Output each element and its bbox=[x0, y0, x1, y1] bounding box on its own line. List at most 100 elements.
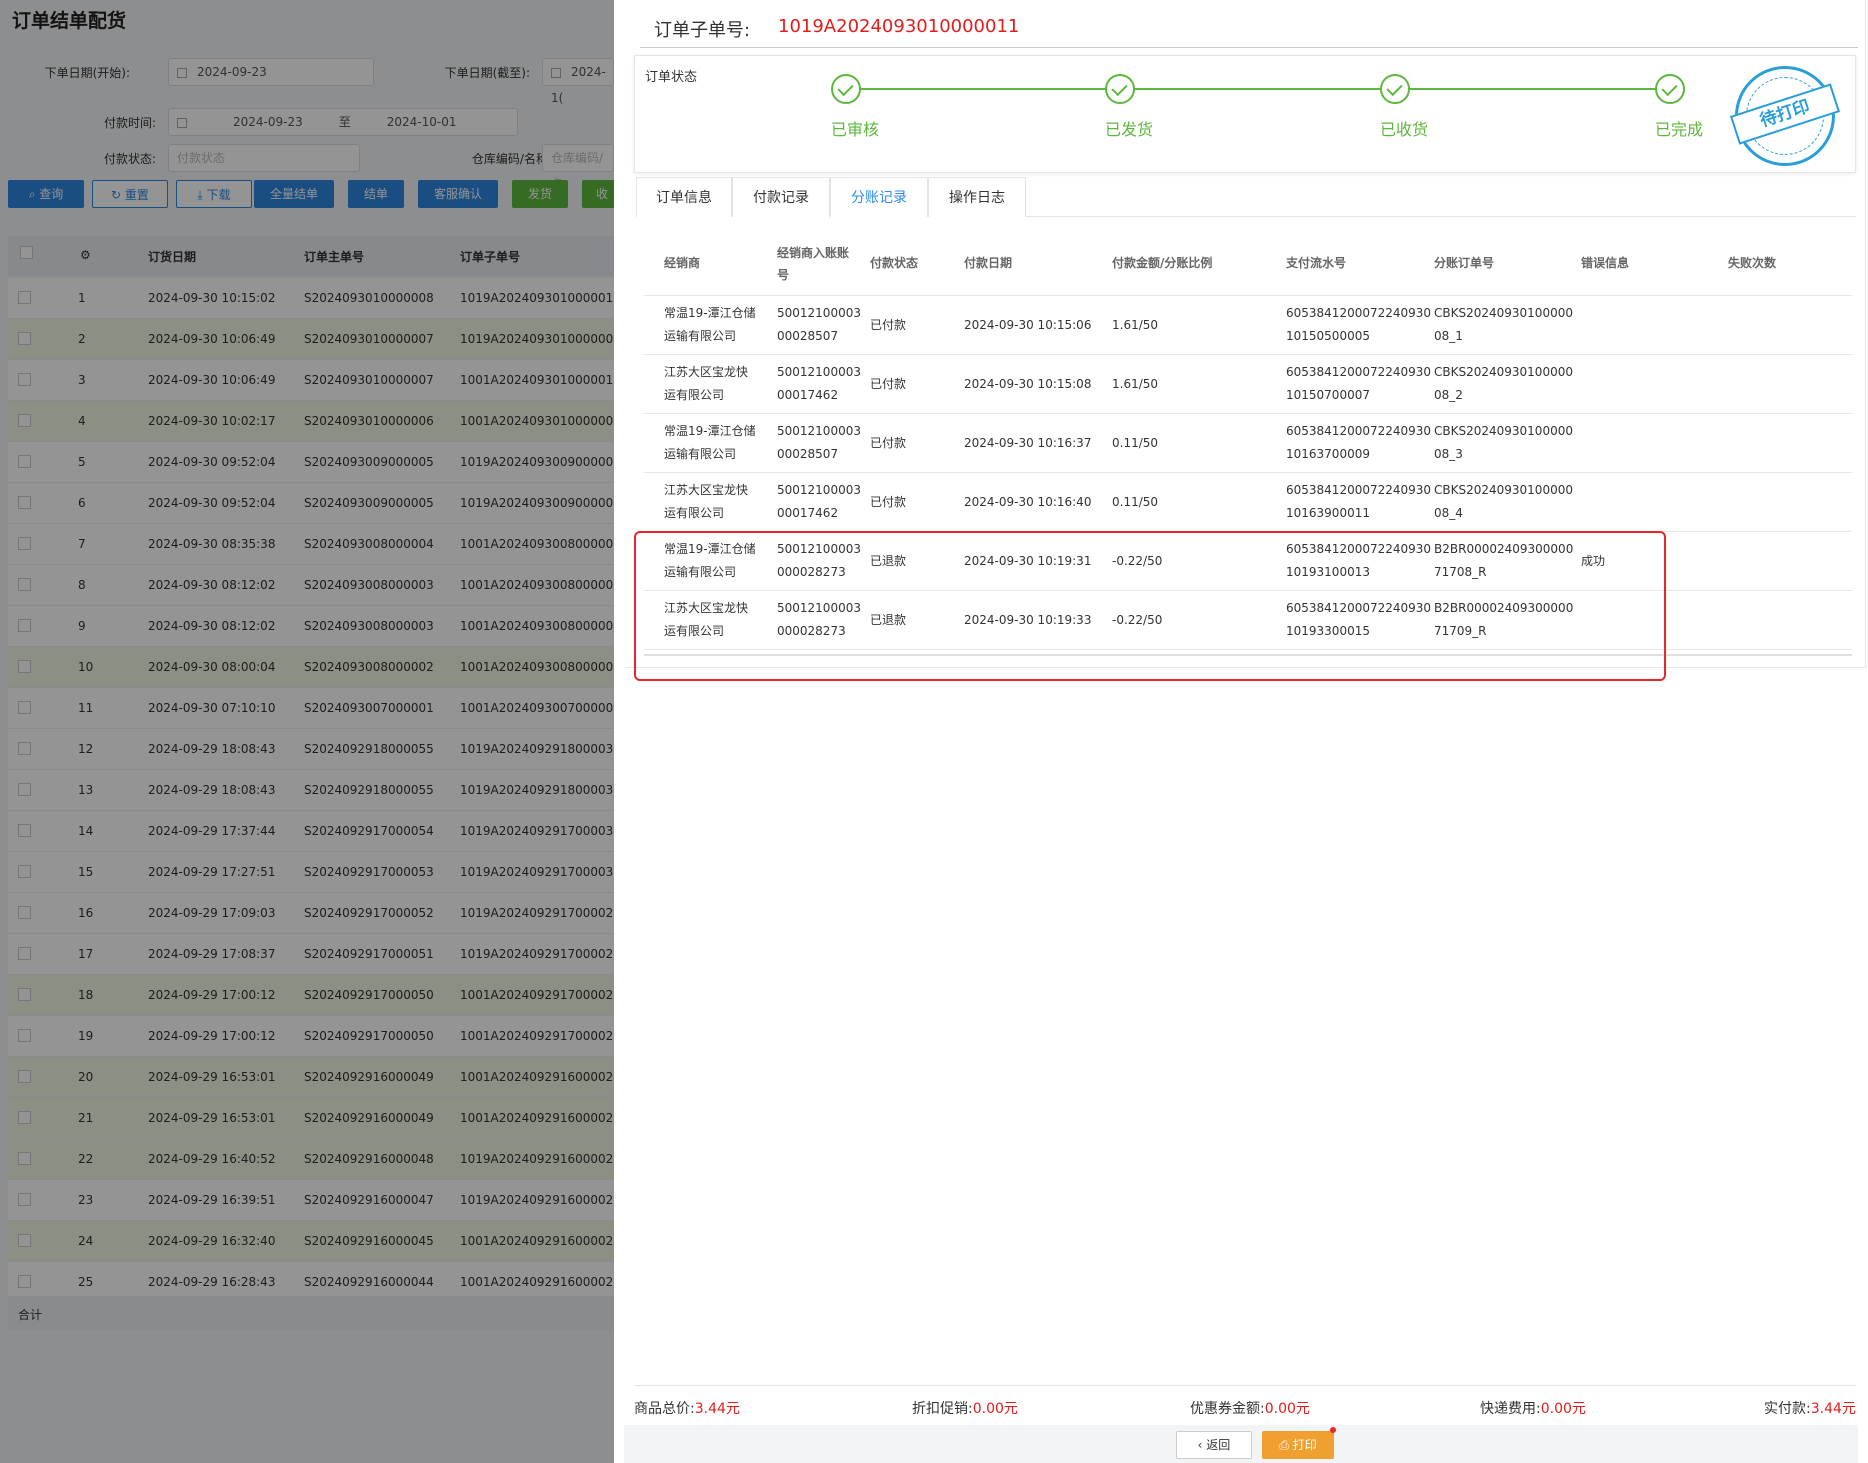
row-date: 2024-09-30 09:52:04 bbox=[148, 455, 276, 469]
row-checkbox[interactable] bbox=[18, 988, 31, 1001]
row-checkbox[interactable] bbox=[18, 619, 31, 632]
col-sub-no[interactable]: 订单子单号 bbox=[460, 250, 521, 264]
warehouse-label: 仓库编码/名称: bbox=[471, 152, 552, 166]
cs-confirm-button[interactable]: 客服确认 bbox=[418, 180, 498, 208]
calendar-icon bbox=[177, 117, 187, 128]
row-checkbox[interactable] bbox=[18, 414, 31, 427]
row-checkbox[interactable] bbox=[18, 1275, 31, 1288]
discount: 折扣促销:0.00元 bbox=[912, 1401, 1018, 1417]
row-checkbox[interactable] bbox=[18, 578, 31, 591]
row-main-no: S2024092917000053 bbox=[304, 865, 434, 879]
row-date: 2024-09-29 16:53:01 bbox=[148, 1111, 276, 1125]
cell-dealer: 江苏大区宝龙快 运有限公司 bbox=[664, 601, 749, 638]
row-checkbox[interactable] bbox=[18, 1070, 31, 1083]
pay-time-range-input[interactable]: 2024-09-23 至 2024-10-01 bbox=[168, 108, 518, 136]
close-order-button[interactable]: 结单 bbox=[348, 180, 404, 208]
cell-dealer: 常温19-潭江仓储 运输有限公司 bbox=[664, 306, 756, 343]
row-sub-no: 1001A2024093007000001 bbox=[460, 701, 621, 715]
row-sub-no: 1019A2024092918000033 bbox=[460, 783, 621, 797]
cell-account: 50012100003 000028273 bbox=[777, 601, 861, 638]
table-row: 江苏大区宝龙快 运有限公司 50012100003 000028273 已退款 2024-… bbox=[644, 591, 1852, 650]
row-checkbox[interactable] bbox=[18, 1111, 31, 1124]
row-checkbox[interactable] bbox=[18, 660, 31, 673]
row-sub-no: 1019A2024093010000011 bbox=[460, 291, 621, 305]
row-checkbox[interactable] bbox=[18, 824, 31, 837]
step-shipped-check-icon bbox=[1105, 74, 1135, 104]
row-checkbox[interactable] bbox=[18, 906, 31, 919]
row-sub-no: 1001A2024092916000024 bbox=[460, 1070, 621, 1084]
row-checkbox[interactable] bbox=[18, 291, 31, 304]
row-checkbox[interactable] bbox=[18, 332, 31, 345]
cell-split-no: CBKS20240930100000 08_4 bbox=[1434, 483, 1573, 520]
ship-button[interactable]: 发货 bbox=[512, 180, 568, 208]
order-date-start-input[interactable]: 2024-09-23 bbox=[168, 58, 374, 86]
pay-status-label: 付款状态: bbox=[103, 152, 156, 166]
col-split-no: 分账订单号 bbox=[1434, 256, 1495, 270]
cell-split-no: CBKS20240930100000 08_3 bbox=[1434, 424, 1573, 461]
row-index: 4 bbox=[78, 414, 86, 428]
settings-gear-icon[interactable]: ⚙ bbox=[80, 248, 91, 262]
row-checkbox[interactable] bbox=[18, 496, 31, 509]
row-checkbox[interactable] bbox=[18, 373, 31, 386]
col-flow-no: 支付流水号 bbox=[1286, 256, 1347, 270]
print-button[interactable]: ⎙ 打印 bbox=[1262, 1431, 1334, 1459]
row-index: 23 bbox=[78, 1193, 94, 1207]
row-index: 8 bbox=[78, 578, 86, 592]
row-main-no: S2024092917000052 bbox=[304, 906, 434, 920]
order-detail-drawer: 订单子单号: 1019A2024093010000011 订单状态 已审核 已发… bbox=[614, 0, 1868, 1463]
back-button[interactable]: ‹ 返回 bbox=[1176, 1431, 1252, 1459]
row-index: 15 bbox=[78, 865, 94, 879]
cell-amount-ratio: 0.11/50 bbox=[1112, 495, 1159, 509]
goods-total: 商品总价:3.44元 bbox=[634, 1401, 740, 1417]
row-checkbox[interactable] bbox=[18, 1234, 31, 1247]
step-label: 已收货 bbox=[1380, 120, 1429, 139]
row-checkbox[interactable] bbox=[18, 1029, 31, 1042]
row-checkbox[interactable] bbox=[18, 1193, 31, 1206]
row-index: 1 bbox=[78, 291, 86, 305]
cell-split-no: B2BR00002409300000 71708_R bbox=[1434, 542, 1574, 579]
col-date[interactable]: 订货日期 bbox=[148, 250, 197, 264]
row-main-no: S2024093008000003 bbox=[304, 578, 434, 592]
select-all-checkbox[interactable] bbox=[20, 246, 33, 259]
row-main-no: S2024093010000006 bbox=[304, 414, 434, 428]
row-checkbox[interactable] bbox=[18, 701, 31, 714]
row-sub-no: 1001A2024092916000021 bbox=[460, 1234, 621, 1248]
table-header: 经销商 经销商入账账号 付款状态 付款日期 付款金额/分账比例 支付流水号 分账… bbox=[644, 232, 1852, 296]
download-button[interactable]: ⤓ 下载 bbox=[176, 180, 252, 208]
row-checkbox[interactable] bbox=[18, 783, 31, 796]
search-button[interactable]: ⌕ 查询 bbox=[8, 180, 84, 208]
cell-pay-date: 2024-09-30 10:15:06 bbox=[964, 318, 1092, 332]
pay-status-select[interactable]: 付款状态 bbox=[168, 144, 360, 172]
cell-dealer: 常温19-潭江仓储 运输有限公司 bbox=[664, 424, 756, 461]
row-index: 14 bbox=[78, 824, 94, 838]
close-all-button[interactable]: 全量结单 bbox=[254, 180, 334, 208]
row-checkbox[interactable] bbox=[18, 865, 31, 878]
tab-operation-log[interactable]: 操作日志 bbox=[928, 177, 1026, 217]
cell-amount-ratio: -0.22/50 bbox=[1112, 613, 1163, 627]
cell-pay-status: 已退款 bbox=[870, 554, 907, 568]
row-date: 2024-09-30 08:00:04 bbox=[148, 660, 276, 674]
tab-order-info[interactable]: 订单信息 bbox=[636, 177, 732, 217]
row-index: 22 bbox=[78, 1152, 94, 1166]
col-main-no[interactable]: 订单主单号 bbox=[304, 250, 365, 264]
cell-flow-no: 6053841200072240930 10150500005 bbox=[1286, 306, 1432, 343]
row-main-no: S2024093010000008 bbox=[304, 291, 434, 305]
row-checkbox[interactable] bbox=[18, 537, 31, 550]
tab-split-records[interactable]: 分账记录 bbox=[830, 177, 928, 217]
row-checkbox[interactable] bbox=[18, 742, 31, 755]
row-sub-no: 1019A2024092916000022 bbox=[460, 1193, 621, 1207]
order-date-end-input[interactable]: 2024-1( bbox=[542, 58, 614, 105]
reset-button[interactable]: ↻ 重置 bbox=[92, 180, 168, 208]
row-checkbox[interactable] bbox=[18, 1152, 31, 1165]
row-main-no: S2024092918000055 bbox=[304, 783, 434, 797]
tab-payment-records[interactable]: 付款记录 bbox=[732, 177, 830, 217]
row-main-no: S2024092917000054 bbox=[304, 824, 434, 838]
col-amount-ratio: 付款金额/分账比例 bbox=[1112, 256, 1213, 270]
row-sub-no: 1001A2024092917000026 bbox=[460, 988, 621, 1002]
row-checkbox[interactable] bbox=[18, 455, 31, 468]
row-checkbox[interactable] bbox=[18, 947, 31, 960]
step-audited-check-icon bbox=[831, 74, 861, 104]
row-index: 17 bbox=[78, 947, 94, 961]
cell-account: 50012100003 00028507 bbox=[777, 306, 861, 343]
row-index: 18 bbox=[78, 988, 94, 1002]
